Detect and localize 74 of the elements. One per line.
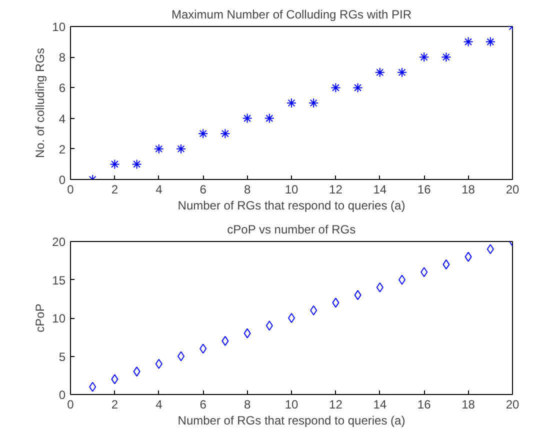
x-tick-label: 18: [462, 398, 476, 412]
y-axis-title: No. of colluding RGs: [33, 48, 48, 158]
y-tick-label: 6: [58, 81, 66, 96]
y-tick-label: 20: [52, 235, 66, 249]
point: [308, 98, 319, 108]
point: [330, 82, 341, 93]
point: [441, 52, 452, 62]
point: [198, 128, 208, 139]
chart-title: Maximum Number of Colluding RGs with PIR: [171, 8, 412, 22]
point: [154, 144, 164, 154]
x-axis-title: Number of RGs that respond to queries (a): [178, 198, 406, 212]
point: [286, 98, 296, 108]
y-tick-label: 2: [58, 142, 66, 156]
point: [310, 305, 318, 316]
point: [220, 128, 230, 139]
x-tick-label: 16: [417, 398, 432, 412]
x-tick-label: 2: [111, 182, 118, 196]
x-tick-label: 20: [506, 182, 520, 196]
x-tick-label: 6: [200, 398, 207, 412]
y-tick-label: 8: [58, 50, 66, 65]
x-tick-label: 16: [417, 182, 432, 196]
point: [352, 82, 363, 93]
y-tick-label: 0: [58, 173, 66, 187]
point: [464, 252, 472, 262]
point: [442, 259, 450, 270]
point: [397, 67, 407, 78]
x-tick-label: 14: [373, 182, 387, 196]
x-tick-label: 14: [373, 398, 387, 412]
y-tick-label: 4: [58, 112, 66, 126]
x-axis-title: Number of RGs that respond to queries (a): [178, 414, 406, 428]
x-tick-label: 4: [156, 398, 163, 412]
point: [111, 374, 118, 384]
point: [485, 36, 496, 47]
x-tick-label: 8: [244, 182, 251, 196]
point: [420, 267, 428, 278]
point: [132, 159, 142, 170]
x-tick-label: 18: [462, 182, 476, 196]
point: [419, 52, 430, 62]
x-tick-label: 10: [284, 398, 298, 412]
chart-title: cPoP vs number of RGs: [227, 222, 356, 236]
x-tick-label: 6: [200, 182, 207, 196]
x-tick-label: 8: [244, 398, 251, 412]
point: [222, 336, 229, 346]
x-tick-label: 4: [156, 182, 163, 196]
x-tick-label: 0: [67, 398, 74, 412]
point: [155, 358, 162, 369]
point: [374, 67, 385, 78]
x-tick-label: 2: [111, 398, 118, 412]
point: [242, 113, 252, 124]
y-tick-label: 15: [52, 273, 66, 288]
point: [244, 328, 251, 338]
point: [176, 144, 186, 154]
point: [332, 298, 340, 308]
point: [89, 382, 96, 392]
point: [463, 36, 474, 47]
x-tick-label: 20: [506, 398, 520, 412]
y-axis-title: cPoP: [33, 304, 48, 332]
x-tick-label: 0: [67, 182, 74, 196]
y-tick-label: 10: [52, 20, 66, 34]
point: [110, 159, 120, 170]
x-tick-label: 12: [329, 182, 343, 196]
point: [354, 290, 362, 300]
point: [266, 320, 273, 331]
y-tick-label: 0: [58, 388, 66, 402]
point: [133, 366, 140, 377]
point: [200, 344, 207, 354]
point: [264, 113, 274, 124]
point: [288, 313, 295, 323]
y-tick-label: 5: [58, 350, 66, 364]
x-tick-label: 10: [284, 182, 298, 196]
point: [486, 244, 494, 254]
x-tick-label: 12: [329, 398, 343, 412]
y-tick-label: 10: [52, 312, 66, 326]
point: [376, 282, 384, 292]
